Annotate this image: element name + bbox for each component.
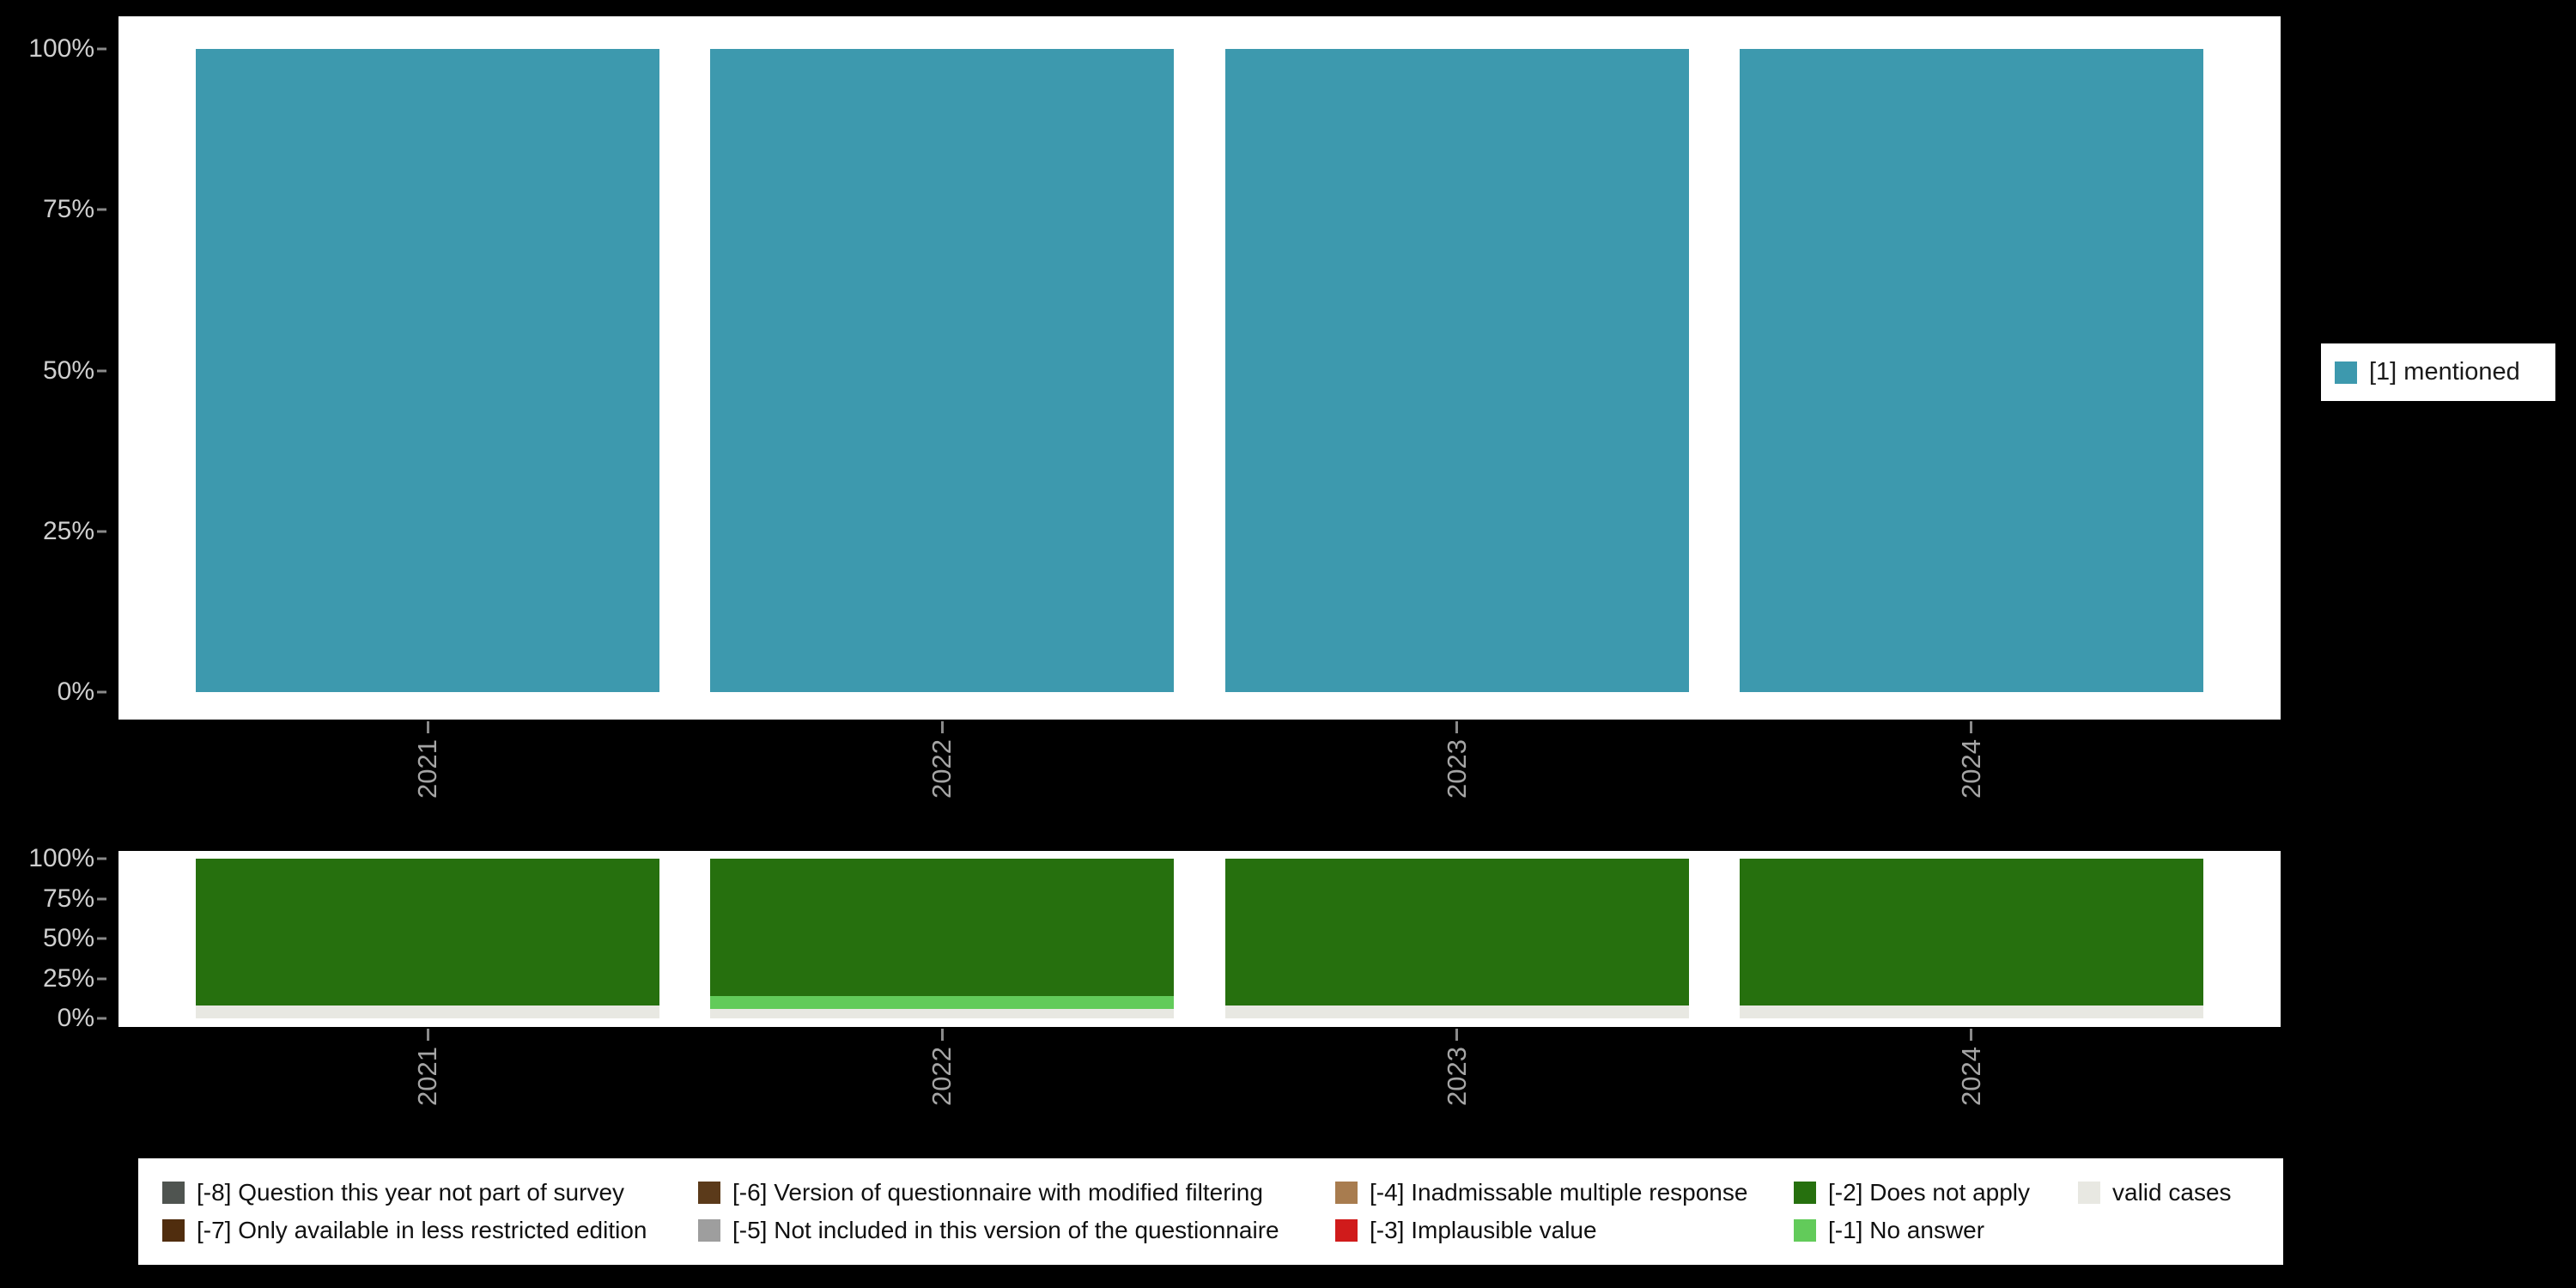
- legend-label: [-4] Inadmissable multiple response: [1370, 1179, 1748, 1206]
- legend-swatch: [698, 1182, 720, 1204]
- legend-swatch: [2078, 1182, 2100, 1204]
- y-axis-label: 50%: [42, 924, 94, 952]
- x-tick: [940, 721, 944, 733]
- bar-segment: [710, 1008, 1175, 1018]
- x-axis-slot: 2023: [1225, 721, 1689, 799]
- legend-label: [-5] Not included in this version of the…: [732, 1217, 1279, 1243]
- x-axis-slot: 2021: [196, 1029, 659, 1106]
- x-axis-label: 2024: [1955, 739, 1986, 799]
- x-axis-label: 2021: [412, 1047, 442, 1106]
- y-axis-label: 25%: [42, 963, 94, 993]
- x-axis-label: 2021: [412, 739, 442, 799]
- legend-item: [-6] Version of questionnaire with modif…: [698, 1179, 1335, 1206]
- right-legend: [1] mentioned: [2321, 343, 2555, 401]
- x-axis-label: 2022: [927, 1047, 957, 1106]
- legend-swatch: [1335, 1219, 1358, 1242]
- legend-item: [-5] Not included in this version of the…: [698, 1217, 1335, 1244]
- x-axis-slot: 2021: [196, 721, 659, 799]
- bar-segment: [1739, 859, 2203, 1006]
- legend-item: [-1] No answer: [1794, 1217, 2078, 1244]
- bar-2024: [1739, 49, 2203, 692]
- bar-2021: [196, 859, 659, 1018]
- legend-label: [-8] Question this year not part of surv…: [197, 1179, 625, 1206]
- x-axis-slot: 2024: [1740, 1029, 2203, 1106]
- x-axis-label: 2024: [1955, 1047, 1986, 1106]
- y-axis-label: 75%: [42, 195, 94, 224]
- bar-segment: [196, 1005, 659, 1018]
- bar-2023: [1224, 859, 1689, 1018]
- bar-segment: [1739, 1005, 2203, 1018]
- legend-swatch: [162, 1182, 185, 1204]
- legend-label: [-2] Does not apply: [1828, 1179, 2031, 1206]
- bar-2022: [710, 49, 1175, 692]
- legend-item: [-3] Implausible value: [1335, 1217, 1794, 1244]
- bottom-chart-bars: [118, 859, 2281, 1018]
- y-axis-label: 100%: [28, 844, 94, 872]
- legend-label: [-1] No answer: [1828, 1217, 1985, 1243]
- bottom-chart-y-axis: 0% 25% 50% 75% 100%: [0, 844, 108, 1032]
- y-axis-label: 100%: [28, 34, 94, 63]
- top-chart-x-axis: 2021 2022 2023 2024: [118, 721, 2281, 799]
- legend-swatch: [698, 1219, 720, 1242]
- legend-swatch: [1794, 1219, 1816, 1242]
- x-axis-label: 2023: [1441, 739, 1472, 799]
- bar-segment: [710, 995, 1175, 1009]
- bar-segment: [1224, 859, 1689, 1006]
- bar-segment: [1224, 1005, 1689, 1018]
- bar-2023: [1224, 49, 1689, 692]
- legend-swatch: [162, 1219, 185, 1242]
- bar-2021: [196, 49, 659, 692]
- bar-2022: [710, 859, 1175, 1018]
- bar-segment: [196, 49, 659, 692]
- bar-segment: [1739, 49, 2203, 692]
- top-chart-bars: [118, 49, 2281, 692]
- legend-swatch: [1335, 1182, 1358, 1204]
- y-axis-label: 0%: [57, 1004, 94, 1032]
- x-tick: [1455, 1029, 1459, 1041]
- x-tick: [1970, 721, 1973, 733]
- y-axis-label: 25%: [42, 516, 94, 545]
- y-axis-label: 0%: [57, 677, 94, 706]
- x-tick: [426, 721, 429, 733]
- x-axis-slot: 2022: [710, 721, 1174, 799]
- x-tick: [1455, 721, 1459, 733]
- bottom-legend: [-8] Question this year not part of surv…: [138, 1158, 2283, 1265]
- legend-label: [1] mentioned: [2369, 358, 2520, 386]
- x-axis-label: 2023: [1441, 1047, 1472, 1106]
- y-axis-label: 75%: [42, 884, 94, 913]
- legend-swatch: [2335, 361, 2357, 384]
- x-axis-slot: 2023: [1225, 1029, 1689, 1106]
- x-tick: [426, 1029, 429, 1041]
- bar-2024: [1739, 859, 2203, 1018]
- legend-item: [-2] Does not apply: [1794, 1179, 2078, 1206]
- top-chart-y-axis: 0% 25% 50% 75% 100%: [0, 34, 108, 706]
- legend-item: valid cases: [2078, 1179, 2283, 1206]
- x-axis-slot: 2024: [1740, 721, 2203, 799]
- legend-label: [-6] Version of questionnaire with modif…: [732, 1179, 1263, 1206]
- legend-label: [-7] Only available in less restricted e…: [197, 1217, 647, 1243]
- legend-item: [-4] Inadmissable multiple response: [1335, 1179, 1794, 1206]
- bar-segment: [196, 859, 659, 1006]
- bar-segment: [1224, 49, 1689, 692]
- bottom-chart-x-axis: 2021 2022 2023 2024: [118, 1029, 2281, 1106]
- legend-item: [1] mentioned: [2335, 358, 2520, 386]
- legend-item: [-7] Only available in less restricted e…: [162, 1217, 698, 1244]
- legend-swatch: [1794, 1182, 1816, 1204]
- y-axis-label: 50%: [42, 355, 94, 385]
- x-tick: [1970, 1029, 1973, 1041]
- x-axis-slot: 2022: [710, 1029, 1174, 1106]
- x-axis-label: 2022: [927, 739, 957, 799]
- legend-label: valid cases: [2112, 1179, 2232, 1206]
- top-chart-panel: [118, 16, 2281, 720]
- x-tick: [940, 1029, 944, 1041]
- bar-segment: [710, 49, 1175, 692]
- legend-item: [-8] Question this year not part of surv…: [162, 1179, 698, 1206]
- legend-label: [-3] Implausible value: [1370, 1217, 1597, 1243]
- bar-segment: [710, 859, 1175, 996]
- bottom-chart-panel: [118, 851, 2281, 1027]
